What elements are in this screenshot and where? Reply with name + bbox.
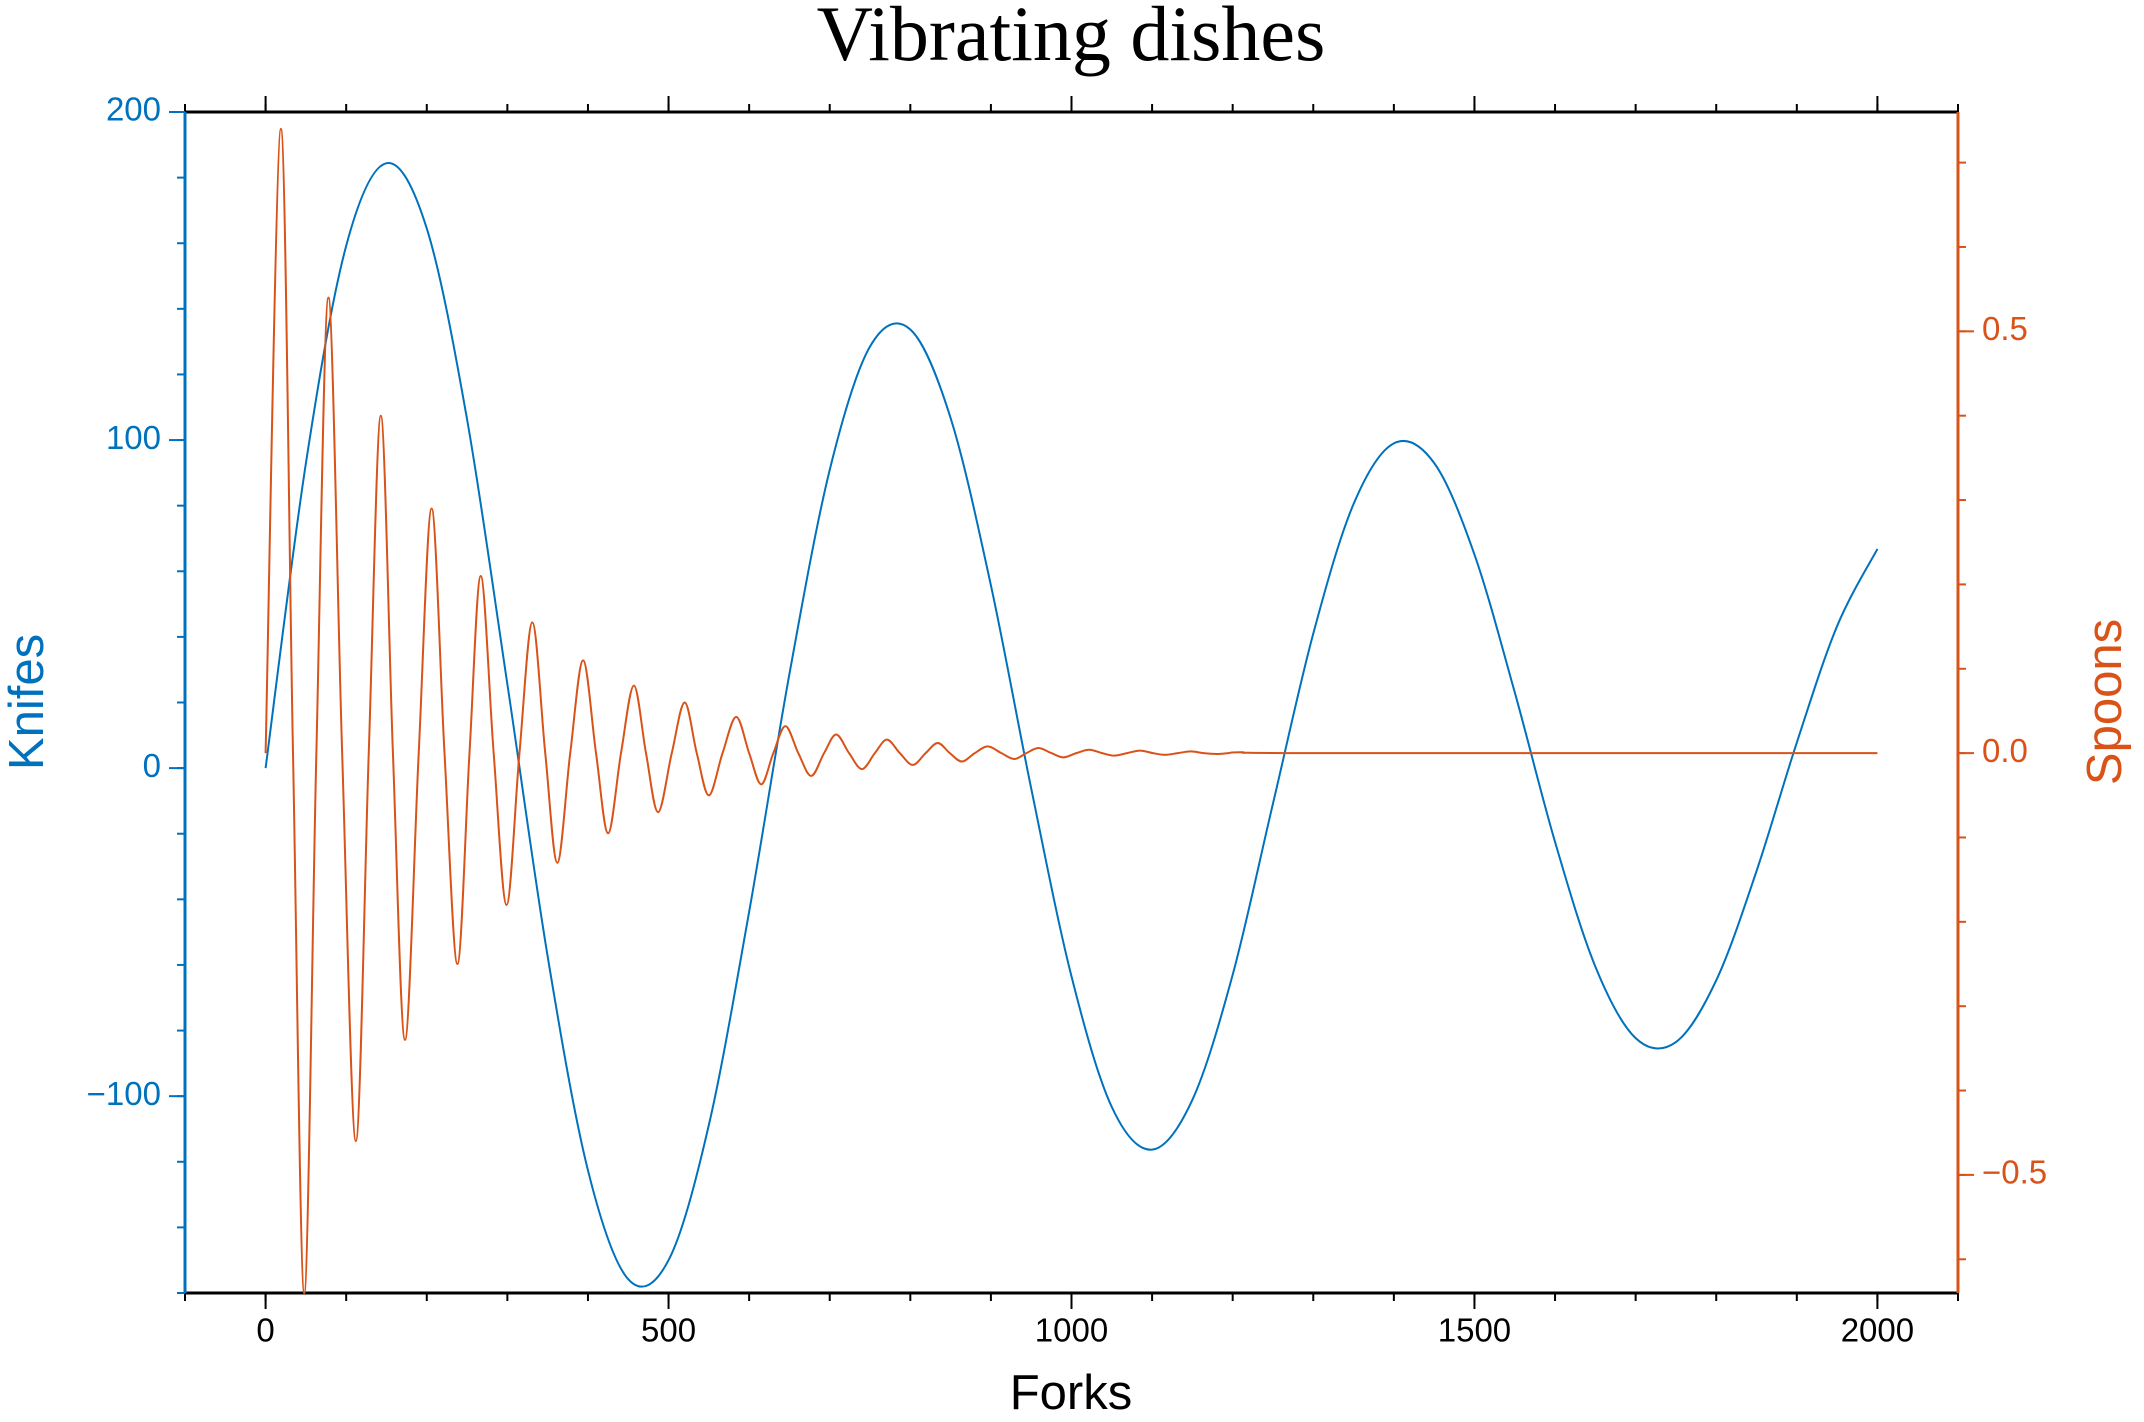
- x-tick-label: 1000: [1035, 1312, 1108, 1349]
- y-tick-label: 100: [106, 419, 161, 456]
- data-line: [264, 162, 1879, 1288]
- y-tick-label: 200: [106, 91, 161, 128]
- x-tick-label: 1500: [1438, 1312, 1511, 1349]
- data-line: [264, 127, 1878, 1295]
- x-tick-label: 500: [641, 1312, 696, 1349]
- y2-tick-label: 0.5: [1982, 310, 2028, 347]
- y-tick-label: 0: [143, 747, 161, 784]
- chart-title: Vibrating dishes: [817, 0, 1326, 77]
- y-axis-title: Knifes: [0, 634, 54, 770]
- x-tick-label: 2000: [1841, 1312, 1914, 1349]
- y2-tick-label: −0.5: [1982, 1154, 2047, 1191]
- x-axis-title: Forks: [1010, 1366, 1133, 1420]
- x-tick-label: 0: [256, 1312, 274, 1349]
- y2-tick-label: 0.0: [1982, 732, 2028, 769]
- y2-axis-title: Spoons: [2078, 619, 2132, 785]
- y-tick-label: −100: [87, 1075, 161, 1112]
